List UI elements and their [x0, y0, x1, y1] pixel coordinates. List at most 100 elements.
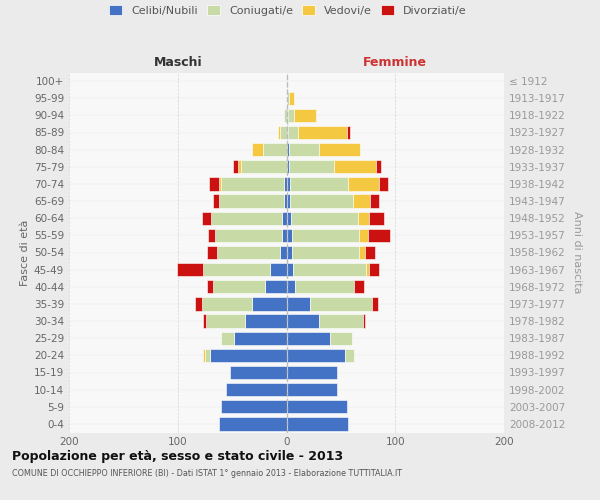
Bar: [287, 280, 295, 293]
Y-axis label: Anni di nascita: Anni di nascita: [572, 211, 582, 294]
Legend: Celibi/Nubili, Coniugati/e, Vedovi/e, Divorziati/e: Celibi/Nubili, Coniugati/e, Vedovi/e, Di…: [105, 0, 471, 20]
Bar: [287, 263, 293, 276]
Bar: [289, 92, 294, 105]
Bar: [368, 228, 390, 242]
Bar: [241, 160, 287, 173]
Bar: [278, 126, 280, 139]
Bar: [287, 92, 289, 105]
Bar: [369, 263, 379, 276]
Bar: [287, 348, 345, 362]
Bar: [354, 280, 364, 293]
Bar: [219, 177, 221, 190]
Bar: [207, 246, 217, 259]
Bar: [358, 212, 369, 225]
Bar: [287, 212, 291, 225]
Bar: [245, 314, 287, 328]
Bar: [334, 160, 376, 173]
Bar: [287, 246, 292, 259]
Bar: [287, 297, 310, 310]
Bar: [345, 348, 354, 362]
Bar: [202, 212, 211, 225]
Text: COMUNE DI OCCHIEPPO INFERIORE (BI) - Dati ISTAT 1° gennaio 2013 - Elaborazione T: COMUNE DI OCCHIEPPO INFERIORE (BI) - Dat…: [12, 469, 402, 478]
Bar: [203, 314, 206, 328]
Bar: [212, 194, 219, 208]
Bar: [215, 228, 282, 242]
Bar: [211, 348, 287, 362]
Bar: [359, 228, 368, 242]
Bar: [263, 143, 287, 156]
Bar: [287, 417, 349, 430]
Bar: [207, 280, 212, 293]
Bar: [362, 314, 365, 328]
Bar: [287, 228, 292, 242]
Bar: [295, 280, 354, 293]
Bar: [206, 314, 245, 328]
Bar: [287, 126, 298, 139]
Bar: [202, 297, 252, 310]
Bar: [230, 366, 287, 379]
Text: Maschi: Maschi: [154, 56, 202, 69]
Bar: [319, 143, 361, 156]
Bar: [203, 348, 205, 362]
Bar: [212, 280, 265, 293]
Bar: [265, 280, 287, 293]
Bar: [221, 332, 235, 345]
Bar: [292, 246, 359, 259]
Bar: [176, 263, 203, 276]
Bar: [221, 400, 287, 413]
Bar: [280, 126, 287, 139]
Bar: [347, 126, 350, 139]
Bar: [284, 177, 287, 190]
Bar: [298, 126, 347, 139]
Bar: [319, 314, 362, 328]
Bar: [353, 194, 370, 208]
Bar: [376, 160, 381, 173]
Bar: [252, 143, 263, 156]
Bar: [205, 348, 211, 362]
Bar: [219, 194, 284, 208]
Bar: [235, 332, 287, 345]
Bar: [208, 228, 215, 242]
Bar: [287, 400, 347, 413]
Bar: [287, 332, 330, 345]
Bar: [203, 263, 270, 276]
Bar: [369, 212, 385, 225]
Bar: [330, 332, 352, 345]
Text: Popolazione per età, sesso e stato civile - 2013: Popolazione per età, sesso e stato civil…: [12, 450, 343, 463]
Bar: [282, 212, 287, 225]
Bar: [290, 177, 349, 190]
Bar: [252, 297, 287, 310]
Bar: [217, 246, 280, 259]
Bar: [289, 143, 319, 156]
Bar: [287, 160, 289, 173]
Bar: [291, 212, 358, 225]
Bar: [289, 160, 334, 173]
Bar: [238, 160, 241, 173]
Bar: [290, 194, 353, 208]
Bar: [287, 366, 337, 379]
Bar: [359, 246, 365, 259]
Bar: [284, 194, 287, 208]
Bar: [195, 297, 202, 310]
Bar: [287, 108, 294, 122]
Bar: [287, 177, 290, 190]
Bar: [209, 177, 219, 190]
Bar: [219, 417, 287, 430]
Text: Femmine: Femmine: [363, 56, 427, 69]
Bar: [365, 246, 374, 259]
Bar: [287, 194, 290, 208]
Bar: [287, 314, 319, 328]
Bar: [366, 263, 369, 276]
Bar: [379, 177, 388, 190]
Bar: [373, 297, 378, 310]
Bar: [349, 177, 379, 190]
Bar: [270, 263, 287, 276]
Bar: [211, 212, 282, 225]
Bar: [280, 246, 287, 259]
Bar: [226, 383, 287, 396]
Bar: [233, 160, 238, 173]
Bar: [284, 108, 287, 122]
Bar: [292, 228, 359, 242]
Bar: [310, 297, 373, 310]
Bar: [282, 228, 287, 242]
